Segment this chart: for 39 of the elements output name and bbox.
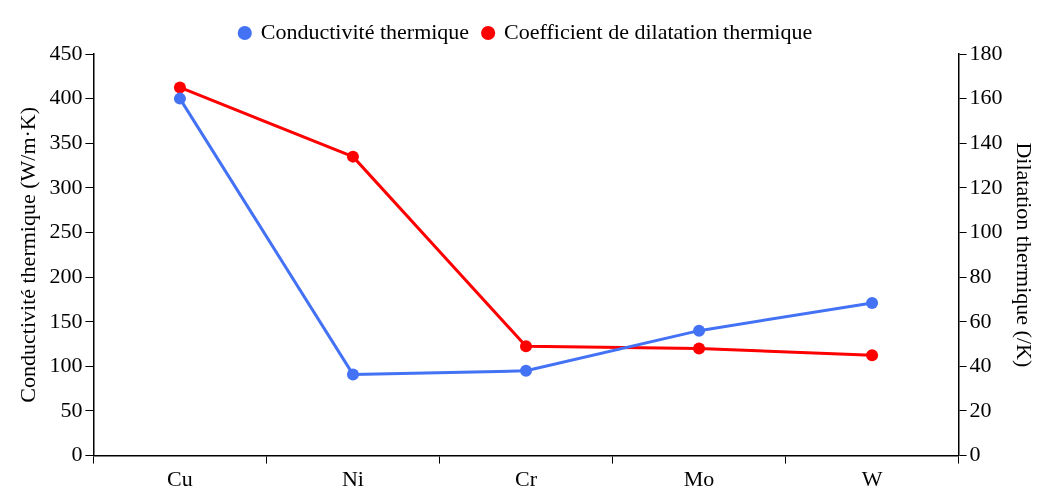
y2-tick-label: 40 <box>969 352 992 378</box>
y-tick-label: 0 <box>71 441 83 467</box>
y-tick-label: 250 <box>49 218 83 244</box>
y-tick-label: 100 <box>49 352 83 378</box>
x-tick-label: Ni <box>341 465 364 491</box>
point <box>866 296 879 309</box>
y2-tick-label: 120 <box>969 173 1003 199</box>
x-tick-label: Cu <box>167 465 193 491</box>
x-tick-label: Mo <box>683 465 715 491</box>
y2-tick-label: 60 <box>969 307 992 333</box>
y2-tick-label: 100 <box>969 218 1003 244</box>
point <box>520 364 532 377</box>
y-tick-label: 300 <box>49 173 83 199</box>
y-tick-label: 50 <box>60 396 83 422</box>
legend-label: Conductivité thermique <box>260 18 470 44</box>
y-tick-label: 150 <box>49 307 83 333</box>
y2-tick-label: 20 <box>969 396 992 422</box>
point <box>520 340 532 353</box>
y2-tick-label: 180 <box>969 39 1003 65</box>
point <box>346 150 359 163</box>
point <box>346 368 359 381</box>
y2-tick-label: 80 <box>969 262 992 288</box>
y-tick-label: 200 <box>49 262 83 288</box>
y-tick-label: 350 <box>49 129 83 155</box>
point <box>173 81 186 94</box>
x-tick-label: Cr <box>515 465 538 491</box>
y-tick-label: 400 <box>49 84 83 110</box>
legend-label: Coefficient de dilatation thermique <box>504 18 813 44</box>
point <box>693 342 706 355</box>
point <box>866 349 879 362</box>
y2-tick-label: 140 <box>969 129 1003 155</box>
y-tick-label: 450 <box>49 39 83 65</box>
point <box>693 324 706 337</box>
y2-tick-label: 0 <box>969 441 981 467</box>
y2-tick-label: 160 <box>969 84 1003 110</box>
y2-axis-title: Dilatation thermique (/K) <box>1012 142 1038 368</box>
y-axis-title: Conductivité thermique (W/m·K) <box>14 106 40 403</box>
x-tick-label: W <box>861 465 883 491</box>
point <box>173 92 186 105</box>
